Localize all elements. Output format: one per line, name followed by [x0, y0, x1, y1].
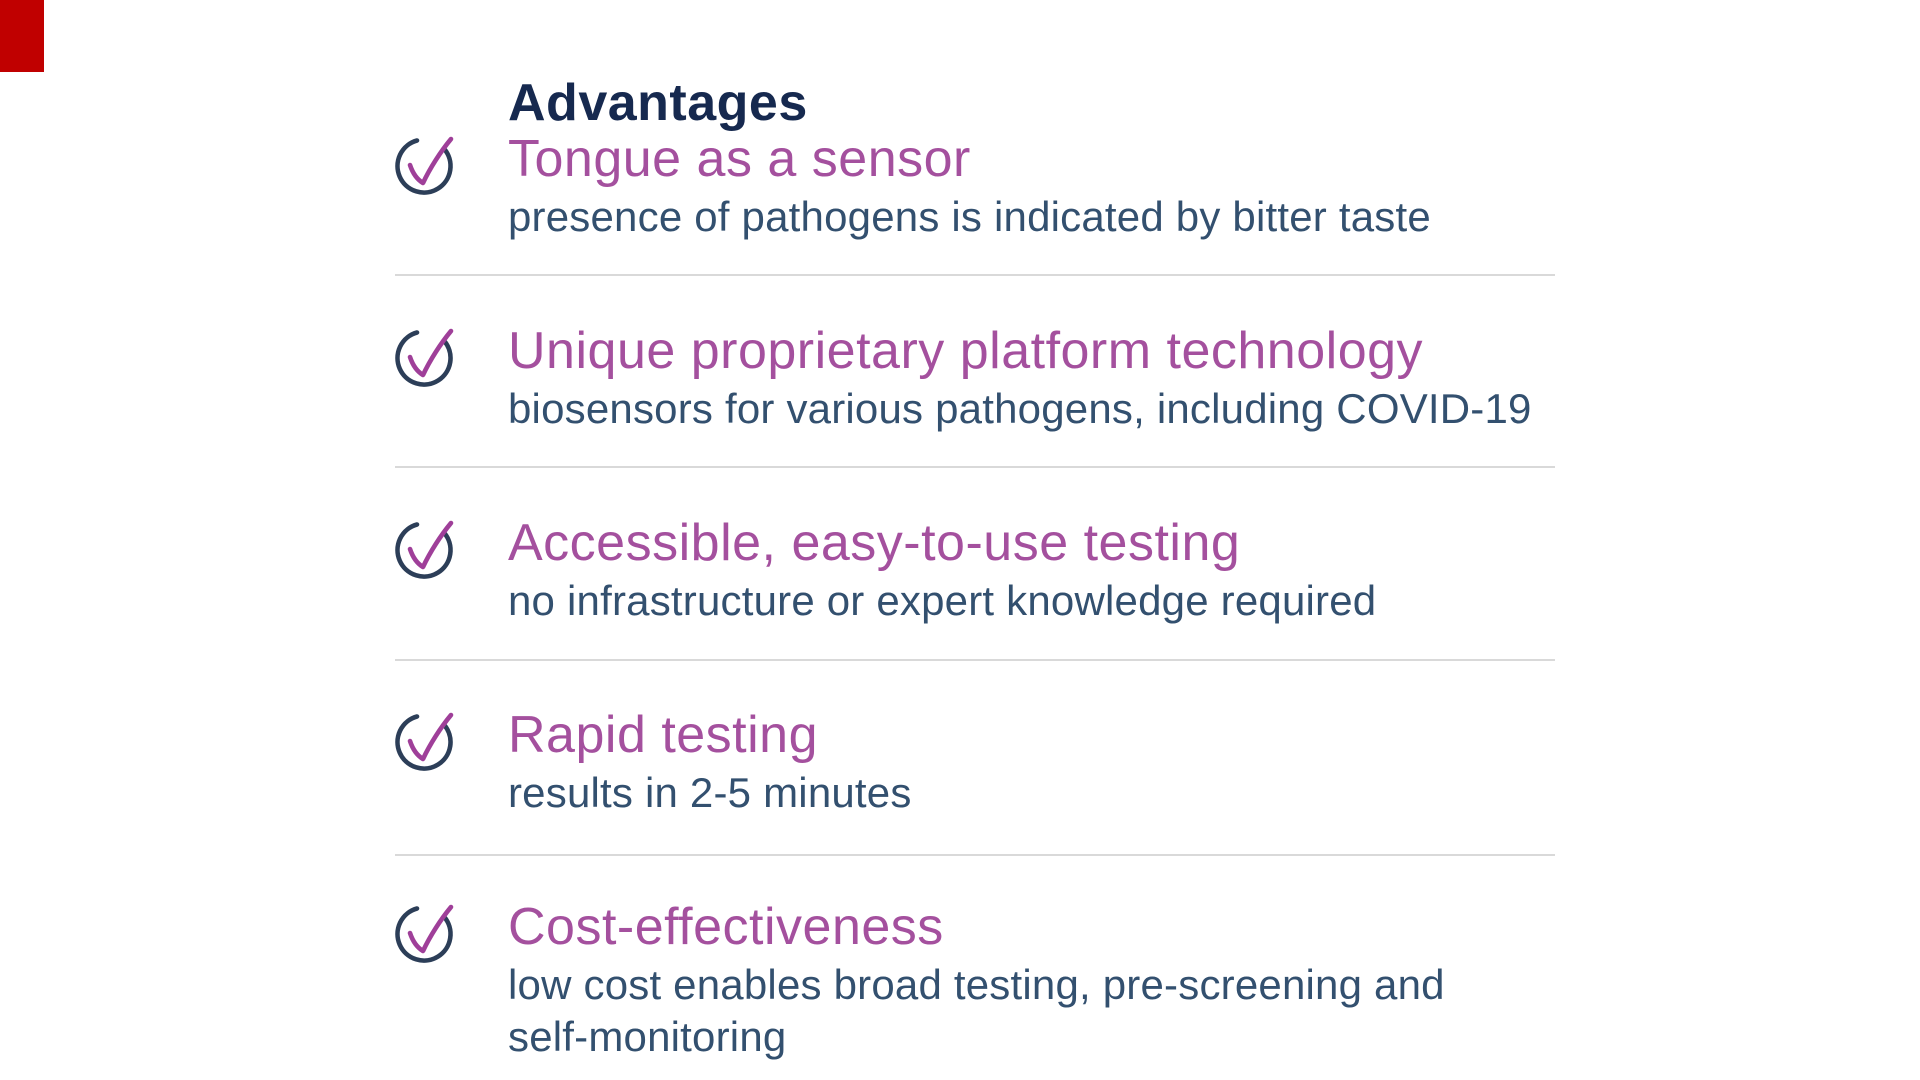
advantage-description: low cost enables broad testing, pre-scre…	[508, 961, 1445, 1060]
advantage-title: Cost-effectiveness	[508, 898, 944, 956]
check-circle-icon	[395, 136, 454, 195]
divider	[395, 854, 1555, 856]
advantage-description: presence of pathogens is indicated by bi…	[508, 193, 1431, 240]
advantage-item: Accessible, easy-to-use testing no infra…	[395, 515, 1376, 627]
advantage-item: Tongue as a sensor presence of pathogens…	[395, 131, 1431, 243]
advantage-description: no infrastructure or expert knowledge re…	[508, 577, 1377, 624]
advantage-title: Accessible, easy-to-use testing	[508, 514, 1241, 572]
check-circle-icon	[395, 712, 454, 771]
check-circle-icon	[395, 520, 454, 579]
check-circle-icon	[395, 904, 454, 963]
advantage-title: Tongue as a sensor	[508, 130, 971, 188]
advantage-item: Unique proprietary platform technology b…	[395, 323, 1532, 435]
check-circle-icon	[395, 328, 454, 387]
page-title: Advantages	[508, 73, 808, 132]
divider	[395, 659, 1555, 661]
advantage-item: Cost-effectiveness low cost enables broa…	[395, 899, 1445, 1063]
accent-bar	[0, 0, 44, 72]
divider	[395, 466, 1555, 468]
advantage-title: Rapid testing	[508, 706, 819, 764]
advantage-item: Rapid testing results in 2-5 minutes	[395, 707, 912, 819]
advantage-description: results in 2-5 minutes	[508, 769, 912, 816]
divider	[395, 274, 1555, 276]
advantage-description: biosensors for various pathogens, includ…	[508, 385, 1532, 432]
advantage-title: Unique proprietary platform technology	[508, 322, 1424, 380]
